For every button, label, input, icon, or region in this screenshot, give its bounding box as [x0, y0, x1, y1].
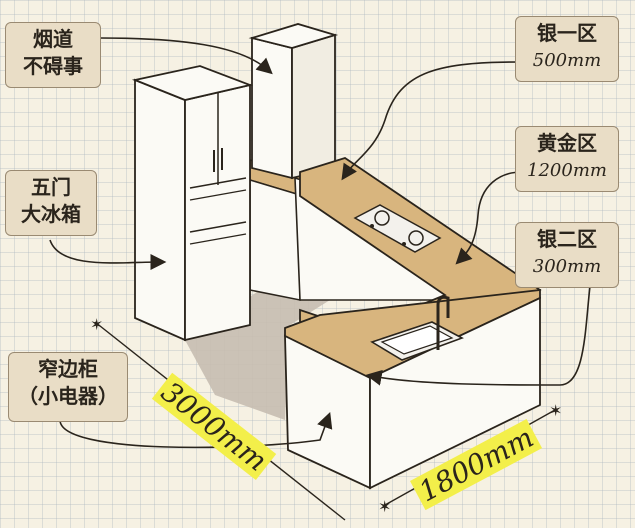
silver1-value: 500mm	[532, 50, 602, 71]
fridge-leader	[49, 239, 167, 271]
peninsula-side	[369, 296, 541, 490]
fridge-label: 五门 大冰箱	[5, 170, 97, 236]
chimney-top	[248, 23, 339, 49]
cabinet-label: 窄边柜 （小电器）	[8, 352, 128, 422]
svg-text:✶: ✶	[378, 497, 391, 516]
silver2-label: 银二区 300mm	[515, 222, 619, 288]
chimney-label-line1: 烟道	[33, 27, 73, 51]
silver2-title: 银二区	[537, 227, 597, 251]
chimney-front	[251, 36, 293, 180]
gold-leader	[455, 171, 523, 265]
burner-right	[408, 230, 424, 246]
chimney-leader	[99, 37, 273, 75]
cabinet-leader	[59, 411, 333, 449]
silver2-leader	[365, 285, 591, 386]
faucet	[436, 295, 450, 350]
cabinet-label-line1: 窄边柜	[38, 357, 98, 381]
chimney-label: 烟道 不碍事	[5, 22, 101, 88]
burner-left	[374, 210, 390, 226]
fridge-label-line2: 大冰箱	[21, 202, 81, 226]
fridge-top	[131, 65, 254, 101]
cabinet-label-line2: （小电器）	[18, 384, 118, 408]
fridge-label-line1: 五门	[31, 175, 71, 199]
gold-title: 黄金区	[537, 131, 597, 155]
fridge-side	[134, 78, 186, 342]
gold-label: 黄金区 1200mm	[515, 126, 619, 192]
silver2-value: 300mm	[532, 256, 602, 277]
stove	[353, 204, 442, 253]
silver1-label: 银一区 500mm	[515, 16, 619, 82]
back-counter-front	[249, 178, 301, 301]
svg-text:✶: ✶	[549, 401, 562, 420]
silver1-leader	[341, 61, 523, 181]
gold-value: 1200mm	[527, 160, 607, 181]
chimney-label-line2: 不碍事	[23, 54, 83, 78]
silver1-title: 银一区	[537, 21, 597, 45]
chimney-side	[291, 33, 336, 180]
svg-text:✶: ✶	[90, 315, 103, 334]
